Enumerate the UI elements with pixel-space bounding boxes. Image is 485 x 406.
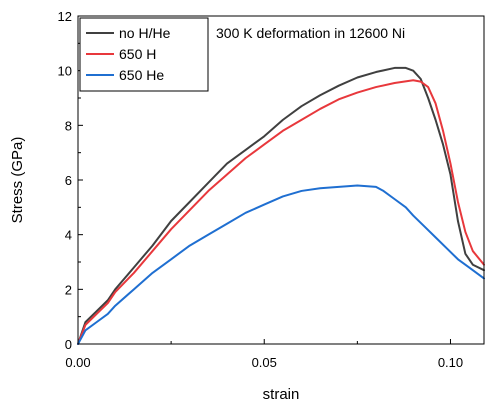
- legend-label-0: no H/He: [119, 25, 171, 41]
- ticks-layer: 0.00 0.05 0.10 0 2 4 6 8 10 12: [58, 9, 464, 370]
- x-tick-label: 0.05: [252, 355, 277, 370]
- series-line-1: [77, 79, 485, 345]
- y-tick-label: 6: [65, 173, 72, 188]
- legend-box: [79, 17, 209, 92]
- y-tick-label: 4: [65, 228, 72, 243]
- legend-label-2: 650 He: [119, 67, 164, 83]
- x-axis-title: strain: [263, 386, 300, 403]
- series-layer: [77, 66, 485, 345]
- x-tick-label: 0.00: [65, 355, 90, 370]
- y-tick-label: 10: [58, 64, 72, 79]
- chart-annotation: 300 K deformation in 12600 Ni: [216, 25, 405, 41]
- y-tick-label: 8: [65, 118, 72, 133]
- y-tick-label: 12: [58, 9, 72, 24]
- y-tick-label: 0: [65, 337, 72, 352]
- legend-label-1: 650 H: [119, 46, 156, 62]
- legend: no H/He 650 H 650 He: [79, 17, 209, 92]
- series-line-0: [77, 66, 485, 345]
- x-tick-label: 0.10: [438, 355, 463, 370]
- y-axis-title: Stress (GPa): [9, 137, 26, 224]
- series-line-2: [77, 184, 485, 345]
- y-tick-label: 2: [65, 282, 72, 297]
